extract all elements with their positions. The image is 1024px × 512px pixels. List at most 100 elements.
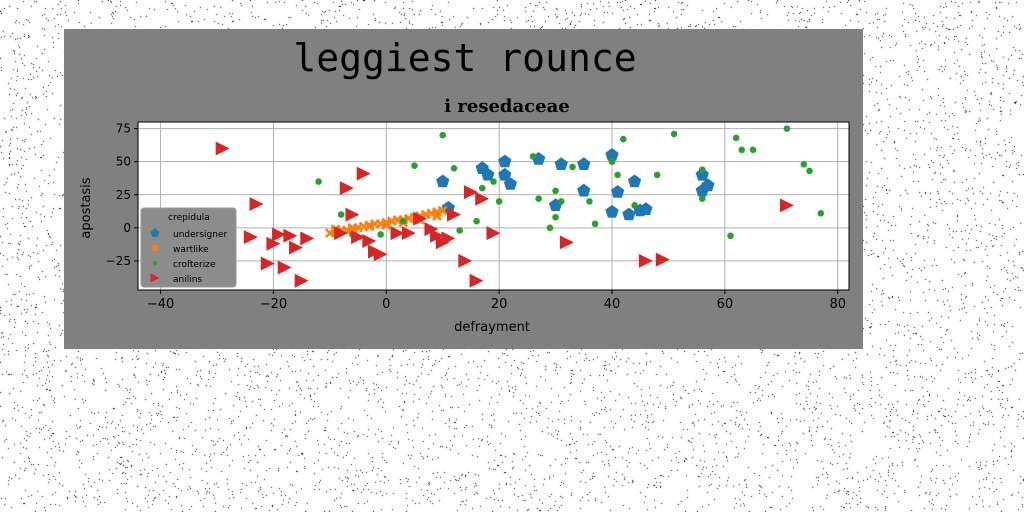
y-tick-label: −25 [106,254,131,268]
pentagon-point [611,185,625,198]
pentagon-point [498,154,512,168]
circle-point [698,195,706,203]
circle-point [614,171,621,179]
circle-point [653,171,661,179]
circle-point [586,198,593,205]
x-point [347,222,358,233]
triangle-right-point [458,253,473,268]
legend-label: undersigner [173,230,228,240]
legend: crepidula undersigner wartlike crofterize a… [140,207,237,288]
circle-point [670,130,678,138]
series-crofterize [315,125,825,240]
x-axis-label: defrayment [454,320,530,335]
triangle-right-point [351,230,366,245]
triangle-right-point [424,222,439,237]
circle-point [631,202,638,209]
circle-point [377,231,384,238]
triangle-right-point [430,228,445,243]
chart-title: i resedaceae [444,96,569,117]
circle-point [399,217,407,225]
x-tick-label: 0 [382,297,390,312]
data-points [215,125,825,288]
triangle-right-point [345,207,360,222]
pentagon-point [481,167,495,181]
triangle-right-point [559,235,574,250]
pentagon-point [436,174,450,188]
circle-point [411,162,418,169]
y-axis-label: apostasis [79,177,94,238]
x-tick-label: 20 [491,297,508,312]
triangle-right-point [413,211,428,226]
legend-marker-undersigner [150,228,160,237]
circle-point [806,167,813,175]
series-undersigner [436,148,715,221]
triangle-right-point [779,198,794,213]
circle-point [552,213,559,221]
circle-point [591,220,599,228]
circle-point [783,125,791,132]
y-tick-label: 0 [123,221,131,235]
triangle-right-point [447,207,461,222]
circle-point [535,195,542,203]
triangle-right-point [277,260,292,275]
series-anilins [215,141,794,288]
circle-point [727,232,734,240]
circle-point [749,146,757,154]
circle-point [450,164,458,172]
triangle-right-point [441,231,456,246]
triangle-right-point [260,256,275,271]
pentagon-point [605,205,619,218]
circle-point [552,187,559,195]
triangle-right-point [283,228,298,243]
triangle-right-point [486,226,501,241]
triangle-right-point [362,234,377,249]
triangle-right-point [638,253,653,268]
y-tick-label: 25 [116,188,131,202]
circle-point [456,227,463,234]
gridlines [138,122,849,290]
pentagon-point [577,183,591,197]
circle-point [495,198,503,205]
y-tick-label: 50 [116,155,131,169]
x-tick-label: 60 [717,297,734,312]
circle-point [315,178,322,185]
legend-marker-anilins [150,273,160,283]
x-tick-label: −40 [147,297,174,312]
triangle-right-point [373,247,388,262]
circle-point [439,131,447,139]
legend-label: wartlike [173,245,209,255]
x-point [432,211,442,221]
triangle-right-point [334,226,349,241]
pentagon-point [701,178,715,192]
x-tick-label: −20 [260,297,287,312]
legend-marker-wartlike [151,244,159,252]
pentagon-point [577,157,591,170]
triangle-right-point [390,226,405,241]
legend-title: crepidula [168,213,210,223]
circle-point [800,161,808,168]
triangle-right-point [266,236,281,251]
pentagon-point [498,167,512,181]
circle-point [732,134,740,142]
triangle-right-point [463,185,478,200]
triangle-right-point [249,197,264,212]
pentagon-point [627,174,642,188]
x-tick-label: 80 [829,297,846,312]
x-point [364,221,375,232]
pentagon-point [605,148,619,161]
axis-ticks: −40 −20 0 20 40 60 80 −25 0 25 50 75 [106,122,846,312]
triangle-right-point [469,273,484,288]
triangle-right-point [294,273,309,288]
circle-point [473,217,480,225]
y-tick-label: 75 [116,122,131,136]
x-tick-label: 40 [604,297,621,312]
circle-point [546,224,554,232]
pentagon-point [503,177,518,190]
circle-point [817,209,825,217]
plot-frame [137,121,850,291]
circle-point [490,178,497,185]
triangle-right-point [272,227,287,242]
pentagon-point [554,157,568,170]
x-point [381,220,392,231]
circle-point [608,158,616,165]
